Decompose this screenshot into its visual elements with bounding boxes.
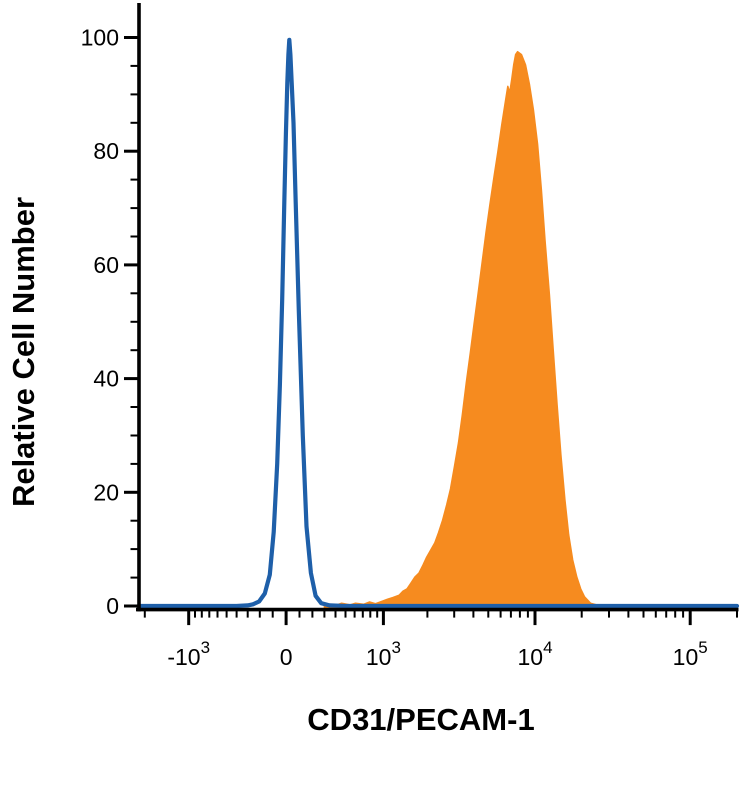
x-axis-tick-label: 104 <box>517 638 552 670</box>
x-axis-title: CD31/PECAM-1 <box>307 702 535 737</box>
y-axis-tick-label: 40 <box>93 366 119 392</box>
series-open-blue-histogram <box>136 37 740 609</box>
y-axis-tick-label: 100 <box>81 25 119 51</box>
y-axis-tick-label: 60 <box>93 252 119 278</box>
x-axis-tick-label: -103 <box>167 638 210 670</box>
y-axis-tick-label: 80 <box>93 138 119 164</box>
y-axis-tick-label: 0 <box>106 593 119 619</box>
x-axis-tick-label: 103 <box>366 638 401 670</box>
x-axis-tick-label: 0 <box>280 644 293 670</box>
y-axis-tick-label: 20 <box>93 479 119 505</box>
x-axis-tick-label: 105 <box>673 638 708 670</box>
series-filled-orange-histogram <box>323 50 606 609</box>
